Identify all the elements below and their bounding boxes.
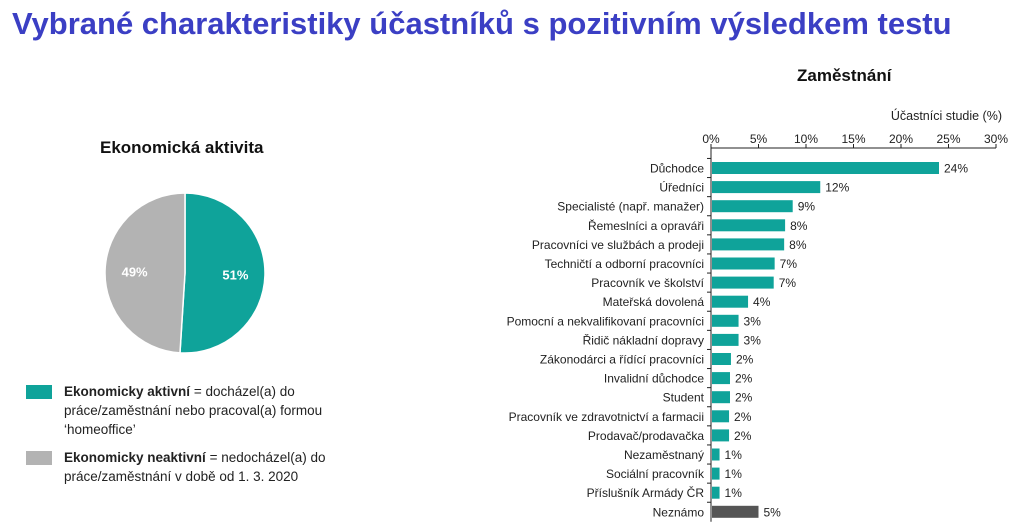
bar-chart: Účastníci studie (%) 0% 5% 10% 15% 20% 25% 30% D… — [507, 108, 1008, 522]
bar — [712, 372, 730, 385]
bar — [712, 486, 720, 499]
bar-value-label: 24% — [944, 162, 968, 176]
x-tick-label: 15% — [841, 132, 865, 146]
bar-value-label: 7% — [779, 276, 797, 290]
bar-value-label: 2% — [734, 429, 752, 443]
pie-slice-1 — [104, 192, 186, 354]
bar-value-label: 4% — [753, 295, 771, 309]
category-label: Pomocní a nekvalifikovaní pracovníci — [507, 314, 704, 328]
x-tick-label: 10% — [794, 132, 818, 146]
category-label: Úředníci — [659, 180, 704, 195]
category-label: Specialisté (např. manažer) — [557, 200, 704, 214]
bar-value-label: 1% — [725, 486, 743, 500]
pie-slice-label-0: 51% — [222, 268, 248, 283]
category-label: Řidič nákladní dopravy — [583, 332, 704, 347]
legend-bold-inactive: Ekonomicky neaktivní — [64, 450, 206, 465]
bar — [712, 257, 775, 270]
legend-text-inactive: Ekonomicky neaktivní = nedocházel(a) do … — [64, 448, 354, 486]
x-tick-label: 20% — [889, 132, 913, 146]
bar-chart-title: Zaměstnání — [797, 66, 892, 85]
category-label: Příslušník Armády ČR — [587, 485, 705, 500]
bar-value-label: 2% — [735, 372, 753, 386]
bar-value-label: 1% — [725, 448, 743, 462]
bar — [712, 181, 821, 194]
bar-value-label: 8% — [789, 238, 807, 252]
legend-swatch-inactive — [26, 451, 52, 465]
category-label: Mateřská dovolená — [603, 295, 705, 309]
legend-desc-active: = docházel(a) do práce/zaměstnání nebo p… — [64, 384, 323, 437]
page-title: Vybrané charakteristiky účastníků s pozi… — [12, 6, 952, 41]
pie-chart: 51% 49% — [104, 192, 266, 354]
bar — [712, 162, 939, 174]
pie-slice-label-1: 49% — [122, 264, 148, 279]
category-label: Student — [663, 391, 705, 405]
bar-value-label: 5% — [764, 505, 782, 519]
bar — [712, 353, 731, 365]
bar — [712, 238, 785, 251]
bar-value-label: 3% — [744, 314, 762, 328]
x-tick-label: 25% — [936, 132, 960, 146]
bar-value-label: 2% — [736, 353, 754, 367]
category-label: Prodavač/prodavačka — [588, 429, 704, 443]
category-label: Řemeslníci a opraváři — [588, 218, 704, 233]
bar-value-label: 12% — [825, 181, 849, 195]
category-label: Pracovník ve zdravotnictví a farmacii — [509, 410, 704, 424]
bar — [712, 276, 774, 289]
x-tick-label: 0% — [702, 132, 720, 146]
bar — [712, 219, 786, 232]
legend-swatch-active — [26, 385, 52, 399]
pie-chart-title: Ekonomická aktivita — [100, 138, 264, 157]
bar — [712, 200, 793, 213]
bar-value-label: 2% — [735, 391, 753, 405]
x-tick-label: 5% — [750, 132, 768, 146]
bar — [712, 505, 759, 518]
bar — [712, 391, 730, 404]
bar — [712, 410, 730, 423]
x-tick-label: 30% — [984, 132, 1008, 146]
bar — [712, 333, 739, 346]
bar-value-label: 8% — [790, 219, 808, 233]
bar-value-label: 2% — [734, 410, 752, 424]
category-label: Neznámo — [653, 505, 705, 519]
category-label: Nezaměstnaný — [624, 448, 704, 462]
category-label: Zákonodárci a řídící pracovníci — [540, 353, 704, 367]
pie-slice-0 — [179, 192, 266, 354]
bar-value-label: 3% — [744, 333, 762, 347]
category-label: Sociální pracovník — [606, 467, 705, 481]
legend-desc-inactive: = nedocházel(a) do práce/zaměstnání v do… — [64, 450, 326, 484]
category-label: Pracovník ve školství — [591, 276, 704, 290]
bar — [712, 448, 720, 461]
x-axis-label: Účastníci studie (%) — [891, 108, 1002, 123]
bar — [712, 467, 720, 480]
bar-value-label: 9% — [798, 200, 816, 214]
bar-value-label: 7% — [780, 257, 798, 271]
legend-text-active: Ekonomicky aktivní = docházel(a) do prác… — [64, 382, 354, 439]
bar — [712, 295, 749, 308]
bar — [712, 429, 730, 442]
legend-bold-active: Ekonomicky aktivní — [64, 384, 191, 399]
bar — [712, 314, 739, 327]
category-label: Techničtí a odborní pracovníci — [545, 257, 704, 271]
category-label: Pracovníci ve službách a prodeji — [532, 238, 704, 252]
category-label: Důchodce — [650, 162, 704, 176]
bar-value-label: 1% — [725, 467, 743, 481]
category-label: Invalidní důchodce — [604, 372, 704, 386]
